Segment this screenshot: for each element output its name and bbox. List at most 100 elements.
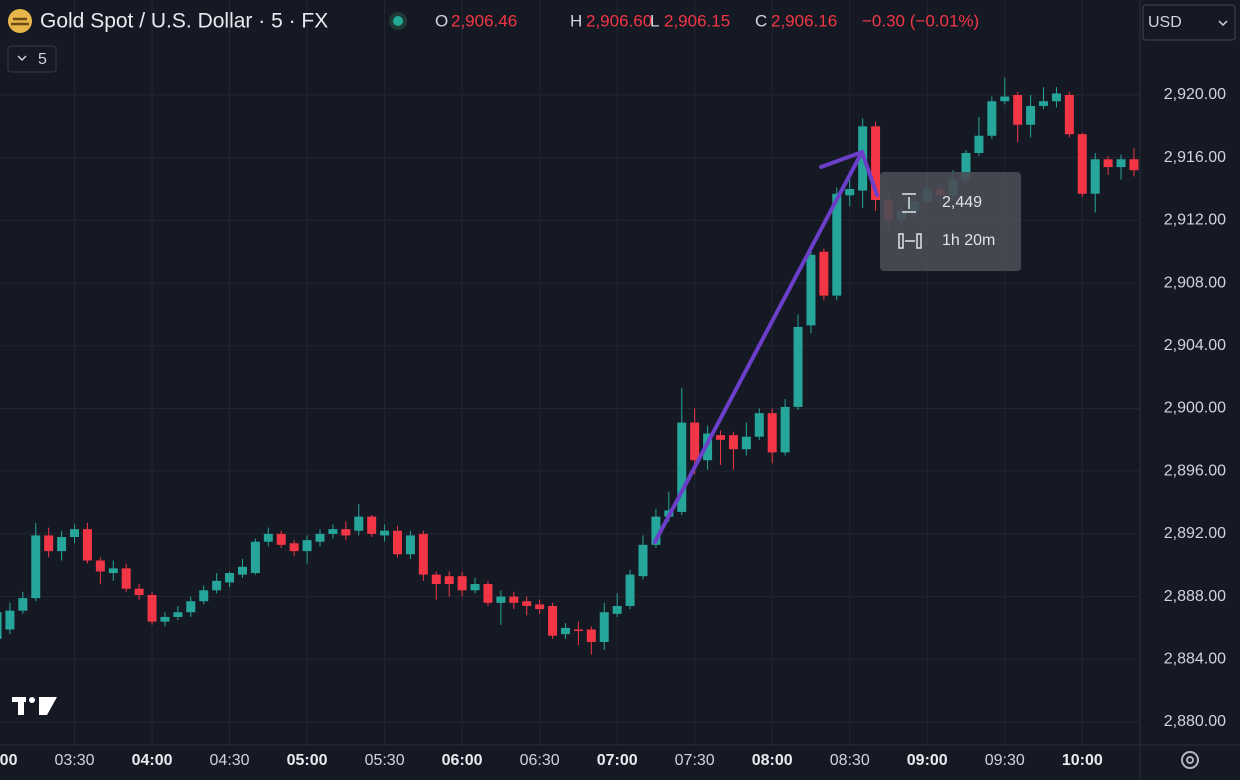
candle-body (793, 326, 803, 407)
candle-body (780, 406, 790, 453)
candle-body (1000, 96, 1010, 102)
close-value: 2,906.16 (771, 11, 837, 30)
settings-button[interactable] (1181, 751, 1199, 769)
x-tick-label: 07:00 (597, 752, 638, 769)
candle-body (18, 598, 28, 611)
tv-logo (12, 697, 57, 715)
candle-body (134, 588, 144, 595)
candle-body (548, 605, 558, 636)
candle-body (431, 574, 441, 585)
candle-body (586, 629, 596, 643)
candle-body (535, 604, 545, 610)
candle-body (199, 590, 209, 602)
interval-toggle[interactable]: 5 (7, 45, 57, 73)
candle-body (974, 135, 984, 153)
candle-body (1077, 134, 1087, 194)
candle-body (31, 535, 41, 599)
market-status (393, 16, 403, 26)
candle-body (44, 535, 54, 552)
candle-body (1064, 94, 1074, 135)
y-tick-label: 2,908.00 (1164, 274, 1226, 291)
y-tick-label: 2,900.00 (1164, 400, 1226, 417)
candle-body (1090, 159, 1100, 194)
candle-body (1013, 94, 1023, 125)
candle-body (1129, 159, 1139, 171)
candle-body (0, 612, 2, 639)
change: −0.30 (−0.01%) (862, 11, 979, 30)
candle-body (741, 436, 751, 450)
x-tick-label: 06:00 (442, 752, 483, 769)
candle-body (393, 530, 403, 555)
candle-body (728, 435, 738, 450)
x-tick-label: 10:00 (1062, 752, 1103, 769)
x-tick-label: 03:00 (0, 752, 18, 769)
y-tick-label: 2,884.00 (1164, 650, 1226, 667)
currency-select[interactable]: USD (1142, 4, 1236, 41)
x-tick-label: 03:30 (54, 752, 94, 769)
candle-body (70, 529, 80, 538)
candle-body (560, 627, 570, 635)
open-label: O (435, 11, 448, 30)
candle-body (638, 544, 648, 577)
candle-body (186, 601, 196, 613)
candle-body (108, 568, 118, 574)
candle-body (767, 413, 777, 453)
candle-body (754, 413, 764, 437)
candle-body (147, 594, 157, 622)
candle-body (509, 596, 519, 603)
grid (0, 0, 1140, 745)
symbol-icon (8, 9, 32, 33)
candle-body (845, 189, 855, 196)
candle-body (405, 535, 415, 555)
y-tick-label: 2,896.00 (1164, 462, 1226, 479)
symbol-title: Gold Spot / U.S. Dollar · 5 · FX (40, 10, 328, 33)
candle-body (573, 629, 583, 632)
candle-body (677, 422, 687, 512)
x-tick-label: 04:30 (210, 752, 250, 769)
y-tick-label: 2,904.00 (1164, 337, 1226, 354)
candle-body (341, 529, 351, 536)
x-tick-label: 08:30 (830, 752, 870, 769)
header: Gold Spot / U.S. Dollar · 5 · FX O 2,906… (7, 4, 1236, 73)
candle-body (328, 529, 338, 534)
candle-body (212, 580, 222, 591)
x-tick-label: 07:30 (675, 752, 715, 769)
candle-body (470, 584, 480, 591)
y-tick-label: 2,880.00 (1164, 713, 1226, 730)
time-range: 1h 20m (942, 232, 995, 249)
x-tick-label: 05:00 (287, 752, 328, 769)
candle-body (237, 566, 247, 575)
candle-body (1051, 93, 1061, 102)
y-tick-label: 2,892.00 (1164, 525, 1226, 542)
axes: 2,880.00 2,884.00 2,888.00 2,892.00 2,896.00… (0, 86, 1226, 769)
high-label: H (570, 11, 582, 30)
candle-body (961, 152, 971, 180)
candle-body (625, 574, 635, 606)
candle-body (612, 605, 622, 614)
x-tick-label: 06:30 (520, 752, 560, 769)
candle-body (289, 543, 299, 552)
candle-body (522, 601, 532, 606)
candle-body (483, 584, 493, 603)
arrow (653, 150, 879, 544)
candle-body (444, 576, 454, 585)
interval-label: 5 (38, 51, 47, 68)
x-tick-label: 05:30 (365, 752, 405, 769)
candle-body (819, 251, 829, 296)
low-label: L (650, 11, 659, 30)
symbol-icon-bars (11, 17, 29, 26)
x-tick-label: 09:30 (985, 752, 1025, 769)
high-value: 2,906.60 (586, 11, 652, 30)
candle-body (716, 435, 726, 440)
candle-body (367, 516, 377, 534)
x-tick-label: 09:00 (907, 752, 948, 769)
candle-body (457, 576, 467, 591)
candle-body (315, 533, 325, 542)
candle-body (987, 101, 997, 136)
candle-body (1103, 159, 1113, 168)
candle-body (599, 612, 609, 643)
candle-body (418, 533, 428, 575)
